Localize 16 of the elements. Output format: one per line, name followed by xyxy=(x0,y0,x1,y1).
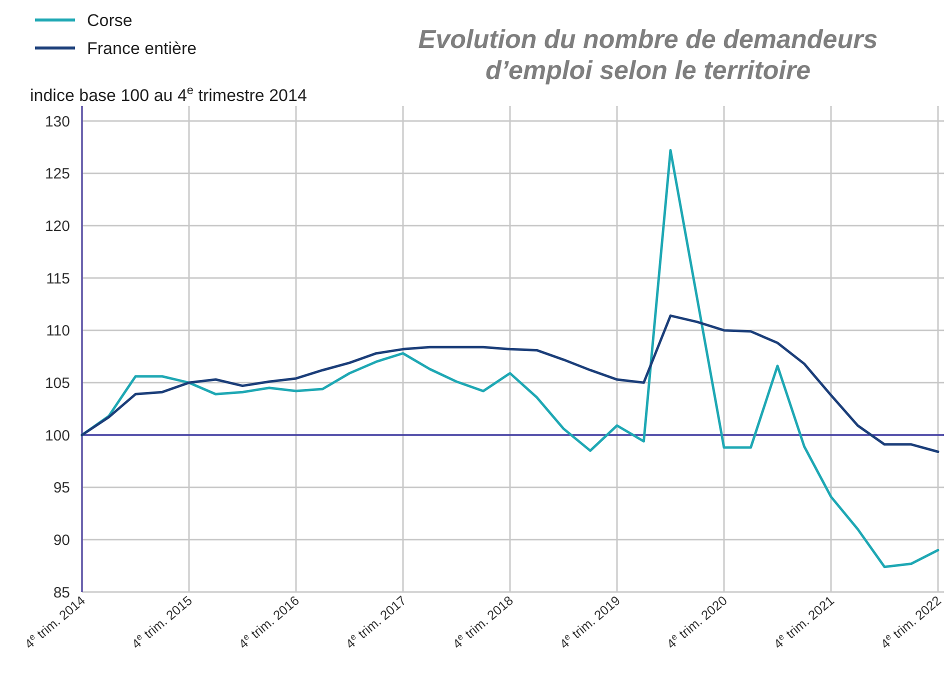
y-tick-label: 120 xyxy=(44,218,70,235)
y-tick-label: 85 xyxy=(53,584,70,602)
y-tick-label: 125 xyxy=(44,166,70,183)
legend-label: France entière xyxy=(87,38,197,58)
line-series xyxy=(80,314,940,453)
y-tick-label: 90 xyxy=(53,532,70,549)
legend-label: Corse xyxy=(87,10,132,30)
y-tick-label: 115 xyxy=(46,270,70,288)
chart-title: Evolution du nombre de demandeurs d’emploi selon le territoire xyxy=(418,24,878,85)
line-series xyxy=(80,149,940,568)
y-axis-title: indice base 100 au 4$^{e}$ trimestre 2014 xyxy=(30,83,307,105)
y-tick-label: 105 xyxy=(44,374,70,392)
y-tick-label: 95 xyxy=(53,480,70,497)
y-tick-label: 130 xyxy=(44,113,70,130)
y-tick-label: 100 xyxy=(44,427,70,444)
y-tick-label: 110 xyxy=(46,322,70,340)
